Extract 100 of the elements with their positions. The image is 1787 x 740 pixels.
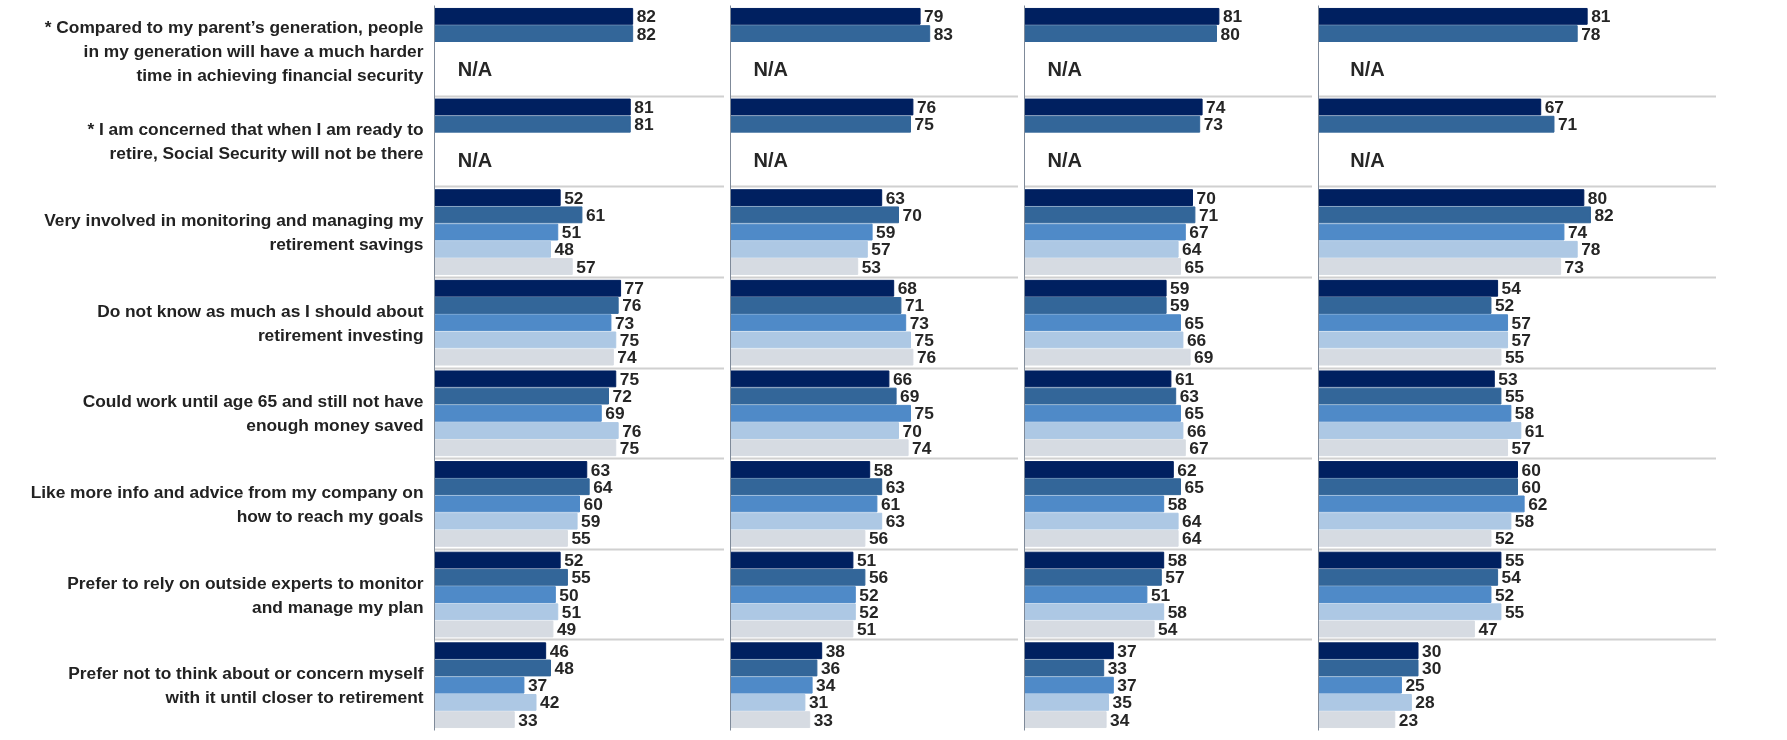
data-label: 53 bbox=[1498, 368, 1518, 389]
bar bbox=[1024, 387, 1177, 405]
bar bbox=[1318, 25, 1578, 43]
bar bbox=[730, 370, 890, 388]
bar bbox=[1318, 603, 1502, 621]
bar bbox=[730, 659, 818, 677]
bar bbox=[434, 642, 547, 660]
data-label: 33 bbox=[518, 709, 538, 730]
bar bbox=[1024, 25, 1217, 43]
bar bbox=[1318, 387, 1502, 405]
bar bbox=[1318, 348, 1502, 366]
bar bbox=[730, 404, 911, 422]
bar bbox=[1024, 551, 1165, 569]
bar bbox=[434, 223, 559, 241]
bar bbox=[1024, 258, 1181, 275]
bar bbox=[1024, 404, 1181, 422]
bar bbox=[434, 25, 634, 43]
bar bbox=[730, 478, 883, 496]
bar bbox=[434, 512, 578, 530]
bar bbox=[434, 495, 580, 513]
bar bbox=[1024, 478, 1181, 496]
data-label: 47 bbox=[1478, 619, 1498, 639]
bar bbox=[1024, 348, 1191, 366]
bar bbox=[1024, 642, 1114, 660]
bar bbox=[1318, 258, 1562, 275]
bar bbox=[1024, 7, 1220, 25]
bar bbox=[1024, 370, 1172, 388]
bar bbox=[1024, 189, 1193, 207]
bar bbox=[1318, 512, 1512, 530]
bar bbox=[434, 297, 619, 314]
data-label: 54 bbox=[1158, 619, 1178, 639]
data-label: 76 bbox=[916, 97, 937, 117]
bar bbox=[1318, 297, 1492, 314]
y-tick-label: * I am concerned that when I am ready to retire, Social Security will not be there bbox=[87, 119, 424, 164]
bar bbox=[1024, 586, 1148, 603]
bar bbox=[730, 279, 895, 297]
bar bbox=[434, 258, 573, 275]
bar bbox=[1318, 551, 1502, 569]
bar bbox=[1024, 495, 1165, 513]
bar bbox=[1024, 279, 1167, 297]
bar bbox=[1024, 568, 1162, 586]
bar bbox=[434, 422, 619, 439]
bar bbox=[1318, 189, 1585, 207]
bar bbox=[1318, 693, 1412, 711]
bar bbox=[434, 370, 617, 388]
bar bbox=[1318, 223, 1565, 241]
annotation: N/A bbox=[457, 148, 493, 171]
y-tick-label: Could work until age 65 and still not have enough money saved bbox=[82, 391, 424, 436]
bar bbox=[730, 693, 806, 711]
annotation: N/A bbox=[1350, 57, 1385, 80]
bar bbox=[1024, 240, 1179, 258]
bar bbox=[434, 404, 602, 422]
bar bbox=[1024, 693, 1109, 711]
y-tick-label: Prefer not to think about or concern myself with it until closer to retirement bbox=[68, 663, 424, 708]
bar bbox=[1024, 223, 1186, 241]
data-label: 51 bbox=[856, 619, 877, 639]
bar bbox=[730, 331, 911, 349]
bar bbox=[730, 206, 899, 224]
data-label: 74 bbox=[617, 347, 637, 368]
bar bbox=[434, 279, 622, 297]
bar bbox=[1024, 115, 1201, 133]
data-label: 74 bbox=[1206, 97, 1226, 117]
data-label: 49 bbox=[556, 619, 577, 639]
bar bbox=[1024, 297, 1167, 314]
bar bbox=[730, 314, 907, 332]
bar bbox=[434, 659, 551, 677]
bar bbox=[730, 676, 813, 694]
bar bbox=[730, 297, 902, 314]
bar bbox=[730, 115, 911, 133]
bar bbox=[434, 529, 568, 547]
bar bbox=[434, 478, 590, 496]
bar bbox=[730, 439, 909, 457]
bar bbox=[1024, 620, 1155, 638]
bar bbox=[730, 223, 873, 241]
bar bbox=[434, 586, 556, 603]
bar bbox=[730, 551, 854, 569]
data-label: 61 bbox=[585, 204, 606, 225]
annotation: N/A bbox=[457, 57, 493, 80]
bar bbox=[730, 387, 897, 405]
data-label: 67 bbox=[1544, 97, 1564, 117]
data-label: 75 bbox=[619, 368, 640, 389]
data-label: 55 bbox=[1504, 347, 1525, 368]
annotation: N/A bbox=[753, 148, 788, 171]
bar bbox=[434, 240, 551, 258]
bar bbox=[730, 568, 866, 586]
bar bbox=[1318, 115, 1555, 133]
bar bbox=[1318, 98, 1542, 116]
data-label: 69 bbox=[1194, 347, 1214, 368]
bar bbox=[1318, 370, 1495, 388]
bar bbox=[434, 387, 609, 405]
y-tick-label: Very involved in monitoring and managing my retirement savings bbox=[44, 210, 424, 255]
bar bbox=[730, 422, 899, 439]
bar bbox=[1024, 439, 1186, 457]
bar bbox=[1024, 98, 1203, 116]
bar bbox=[434, 711, 515, 729]
bar bbox=[1318, 586, 1492, 603]
y-tick-label: Do not know as much as I should about retirement investing bbox=[97, 300, 424, 345]
annotation: N/A bbox=[1047, 57, 1082, 80]
data-label: 52 bbox=[1494, 528, 1515, 549]
data-label: 52 bbox=[564, 187, 584, 208]
